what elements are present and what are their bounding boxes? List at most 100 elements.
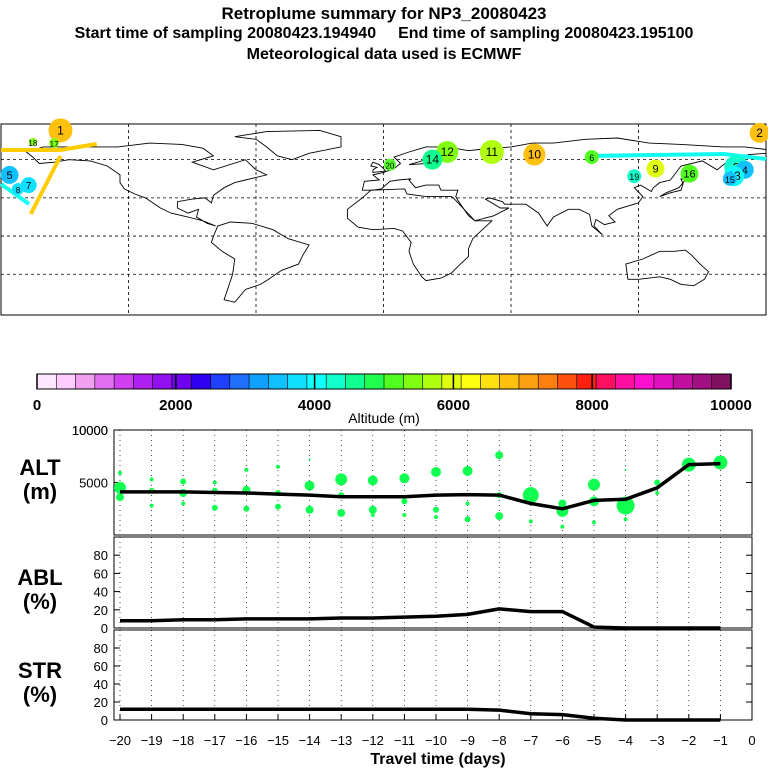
colorbar-segment <box>268 373 289 390</box>
altitude-scatter-point <box>560 524 565 529</box>
altitude-colorbar: 0 2000 4000 6000 8000 10000 Altitude (m) <box>33 373 752 426</box>
coastline <box>625 249 710 287</box>
x-tick-label: −14 <box>299 733 321 748</box>
panel-unit-label: (m) <box>23 479 57 504</box>
plume-point-label: 7 <box>26 181 32 192</box>
altitude-scatter-point <box>465 501 470 506</box>
colorbar-tick-label: 4000 <box>298 397 331 414</box>
panel-abl: 0 20 40 60 80 ABL(%) <box>17 536 753 636</box>
altitude-scatter-point <box>337 508 346 517</box>
colorbar-segment <box>672 373 694 390</box>
altitude-scatter-point <box>495 512 504 521</box>
panel-label: STR <box>18 658 62 683</box>
plume-point-label: 17 <box>50 140 59 149</box>
panel-label: ALT <box>19 455 61 480</box>
panel-unit-label: (%) <box>23 589 57 614</box>
altitude-scatter-point <box>181 501 186 506</box>
y-tick-label: 60 <box>94 566 108 581</box>
end-time-label: End time of sampling 20080423.195100 <box>398 25 694 42</box>
colorbar-tick-label: 2000 <box>159 397 192 414</box>
x-tick-label: 0 <box>748 733 755 748</box>
world-map: 1234567891011121314151617181920 <box>0 118 768 316</box>
altitude-scatter-point <box>495 451 504 460</box>
colorbar-segment <box>133 373 154 390</box>
plume-point <box>584 150 599 165</box>
colorbar-tick-label: 6000 <box>437 397 470 414</box>
y-tick-label: 40 <box>94 677 108 692</box>
x-tick-label: −12 <box>362 733 384 748</box>
colorbar-segment <box>171 373 192 390</box>
plume-track-arctic-south <box>28 155 63 215</box>
altitude-scatter-point <box>305 505 314 514</box>
colorbar-segment <box>692 373 713 390</box>
altitude-scatter-point <box>624 468 627 471</box>
x-tick-label: −8 <box>492 733 507 748</box>
x-tick-label: −10 <box>425 733 447 748</box>
plume-point-label: 2 <box>756 126 763 140</box>
series-line <box>120 461 721 511</box>
x-tick-label: −1 <box>713 733 728 748</box>
coastline <box>210 221 310 303</box>
plume-point-label: 5 <box>6 170 12 182</box>
series-line <box>120 607 721 630</box>
y-tick-label: 80 <box>94 548 108 563</box>
panel-label: ABL <box>17 565 62 590</box>
start-time-label: Start time of sampling 20080423.194940 <box>74 25 377 42</box>
plume-point <box>49 138 60 149</box>
met-data-label: Meteorological data used is ECMWF <box>246 46 522 63</box>
plume-point-label: 20 <box>385 162 394 171</box>
coastline <box>370 161 387 173</box>
x-tick-label: −11 <box>394 733 415 748</box>
altitude-scatter-point <box>275 503 281 510</box>
altitude-scatter-point <box>462 465 473 476</box>
y-tick-label: 80 <box>94 641 108 656</box>
altitude-scatter-point <box>243 505 250 512</box>
plume-point-label: 15 <box>725 175 735 185</box>
y-tick-label: 40 <box>94 585 108 600</box>
y-tick-label: 60 <box>94 659 108 674</box>
altitude-scatter-point <box>522 487 539 504</box>
coastline <box>346 188 494 282</box>
colorbar-tick-label: 10000 <box>710 397 752 414</box>
altitude-scatter-point <box>623 517 628 522</box>
plume-point <box>523 143 546 166</box>
x-tick-label: −5 <box>587 733 602 748</box>
x-tick-label: −3 <box>650 733 665 748</box>
y-tick-label: 0 <box>101 713 108 728</box>
altitude-scatter-point <box>180 478 187 485</box>
altitude-scatter-point <box>335 473 348 486</box>
x-tick-label: −20 <box>109 733 131 748</box>
x-tick-label: −17 <box>204 733 226 748</box>
x-tick-label: −4 <box>618 733 633 748</box>
altitude-scatter-point <box>149 503 154 508</box>
x-tick-label: −15 <box>267 733 289 748</box>
plume-point <box>0 165 19 184</box>
plume-point <box>646 159 665 178</box>
plume-point-label: 10 <box>528 148 542 162</box>
altitude-scatter-point <box>244 467 249 472</box>
plume-track-arctic <box>1 142 97 152</box>
colorbar-segment <box>306 373 327 390</box>
colorbar-segment <box>229 373 250 390</box>
y-tick-label: 10000 <box>72 423 108 438</box>
plume-point <box>422 149 443 170</box>
y-tick-label: 5000 <box>79 476 108 491</box>
colorbar-segment <box>190 373 212 390</box>
colorbar-segment <box>537 373 559 390</box>
colorbar-segment <box>615 373 636 390</box>
x-axis: −20 −19 −18 −17 −16 −15 −14 −13 −12 −11 −10 −9 −8 −7−… <box>109 714 756 768</box>
colorbar-segment <box>75 373 96 390</box>
coastline <box>234 129 342 161</box>
plume-point-label: 4 <box>742 165 748 177</box>
plume-point-label: 9 <box>652 164 658 176</box>
plume-point-label: 18 <box>28 139 37 148</box>
x-tick-label: −7 <box>523 733 538 748</box>
y-tick-label: 0 <box>101 621 108 636</box>
colorbar-tick-label: 0 <box>33 397 41 414</box>
x-tick-label: −18 <box>172 733 194 748</box>
x-tick-label: −6 <box>555 733 570 748</box>
x-tick-label: −2 <box>681 733 696 748</box>
colorbar-segment <box>210 373 231 390</box>
